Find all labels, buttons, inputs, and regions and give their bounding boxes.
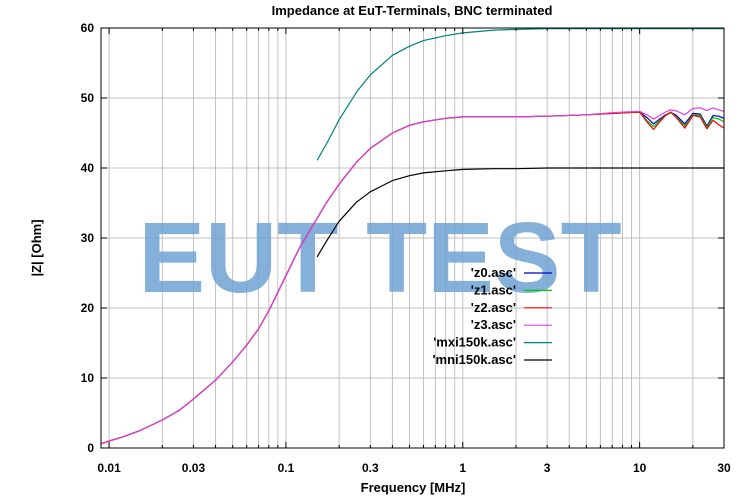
series-lines xyxy=(100,28,725,445)
y-tick-label: 10 xyxy=(81,371,95,385)
x-tick-label: 30 xyxy=(717,461,731,475)
x-tick-label: 0.01 xyxy=(97,461,121,475)
y-tick-labels: 0 10 20 30 40 50 60 xyxy=(81,21,95,455)
y-tick-label: 20 xyxy=(81,301,95,315)
x-tick-labels: 0.01 0.03 0.1 0.3 1 3 10 30 xyxy=(97,461,731,475)
x-tick-label: 1 xyxy=(459,461,466,475)
legend: 'z0.asc' 'z1.asc' 'z2.asc' 'z3.asc' 'mxi150k… xyxy=(432,265,552,367)
y-axis-label: |Z| [Ohm] xyxy=(29,219,44,276)
x-tick-label: 3 xyxy=(544,461,551,475)
axis-ticks xyxy=(100,27,725,449)
series-line-mxi150kasc xyxy=(316,28,724,161)
series-line-mni150kasc xyxy=(316,167,724,258)
legend-label: 'z2.asc' xyxy=(471,300,516,315)
y-tick-label: 0 xyxy=(87,441,94,455)
x-axis-label: Frequency [MHz] xyxy=(361,480,466,495)
legend-label: 'mxi150k.asc' xyxy=(433,335,516,350)
y-tick-label: 50 xyxy=(81,91,95,105)
legend-label: 'z0.asc' xyxy=(471,265,516,280)
x-tick-label: 10 xyxy=(633,461,647,475)
y-tick-label: 60 xyxy=(81,21,95,35)
series-line-z3asc xyxy=(100,107,725,445)
chart-title: Impedance at EuT-Terminals, BNC terminat… xyxy=(272,3,553,18)
watermark: EUT TEST xyxy=(138,202,621,314)
watermark-text: EUT TEST xyxy=(138,202,621,314)
legend-label: 'z1.asc' xyxy=(471,282,516,297)
x-tick-label: 0.1 xyxy=(278,461,295,475)
x-tick-label: 0.3 xyxy=(362,461,379,475)
x-tick-label: 0.03 xyxy=(182,461,206,475)
legend-label: 'z3.asc' xyxy=(471,317,516,332)
y-tick-label: 40 xyxy=(81,161,95,175)
y-tick-label: 30 xyxy=(81,231,95,245)
legend-label: 'mni150k.asc' xyxy=(432,352,516,367)
